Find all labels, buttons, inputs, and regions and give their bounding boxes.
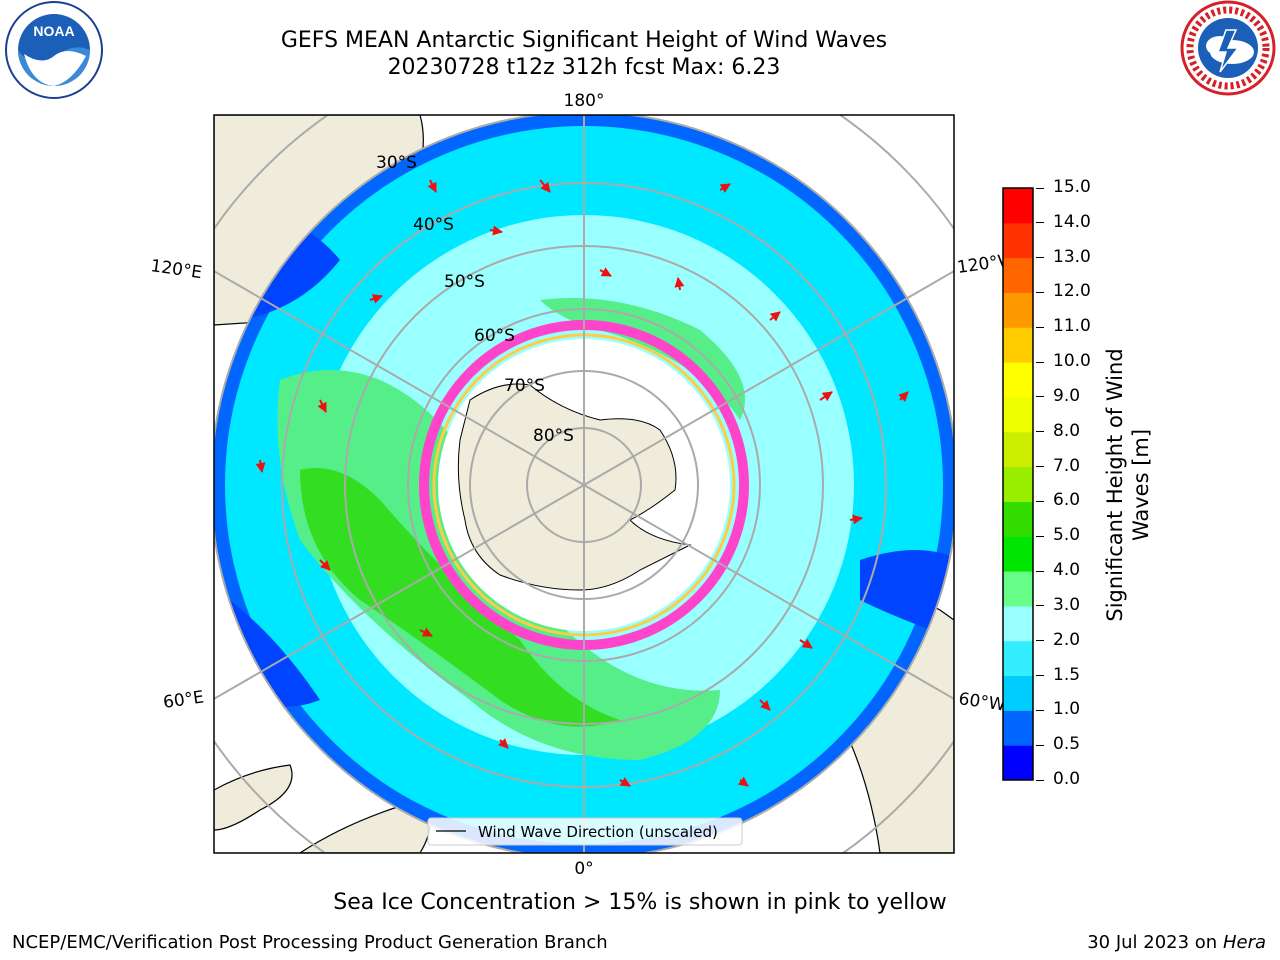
colorbar-segment — [1003, 710, 1033, 746]
lat-label-70s: 70°S — [504, 376, 545, 396]
colorbar-tick — [1036, 222, 1044, 224]
colorbar-segment — [1003, 466, 1033, 502]
noaa-logo: NOAA — [5, 1, 103, 99]
colorbar-segment — [1003, 257, 1033, 293]
colorbar-tick-label: 6.0 — [1053, 490, 1081, 511]
colorbar-tick — [1036, 257, 1044, 259]
plot-title-line2: 20230728 t12z 312h fcst Max: 6.23 — [387, 55, 781, 80]
svg-text:Significant Height of Wind: Significant Height of Wind — [1103, 348, 1127, 621]
colorbar-tick-label: 10.0 — [1053, 351, 1091, 372]
colorbar-segment — [1003, 501, 1033, 537]
colorbar-tick — [1036, 744, 1044, 746]
lon-label-60e: 60°E — [162, 687, 205, 712]
lon-label-120e: 120°E — [149, 256, 203, 283]
colorbar-tick — [1036, 326, 1044, 328]
colorbar-tick-label: 4.0 — [1053, 560, 1081, 581]
colorbar-segment — [1003, 745, 1033, 781]
sea-ice-note: Sea Ice Concentration > 15% is shown in … — [333, 890, 947, 915]
colorbar-tick-label: 5.0 — [1053, 525, 1081, 546]
lat-label-50s: 50°S — [444, 272, 485, 292]
colorbar-segment — [1003, 640, 1033, 677]
footer-date: 30 Jul 2023 on Hera — [1087, 932, 1266, 953]
colorbar-tick — [1036, 396, 1044, 398]
plot-title-line1: GEFS MEAN Antarctic Significant Height o… — [280, 28, 888, 53]
colorbar — [1002, 187, 1034, 781]
colorbar-tick-label: 0.0 — [1053, 769, 1081, 789]
colorbar-tick — [1036, 640, 1044, 642]
colorbar-tick — [1036, 291, 1044, 293]
colorbar-tick — [1036, 187, 1044, 189]
colorbar-segment — [1003, 222, 1033, 259]
colorbar-tick — [1036, 500, 1044, 502]
colorbar-tick-label: 1.0 — [1053, 699, 1081, 720]
colorbar-tick-label: 13.0 — [1053, 246, 1091, 267]
colorbar-segment — [1003, 675, 1033, 711]
colorbar-tick — [1036, 570, 1044, 572]
lon-label-180: 180° — [564, 91, 605, 111]
colorbar-tick — [1036, 675, 1044, 677]
colorbar-tick — [1036, 361, 1044, 363]
colorbar-tick-label: 11.0 — [1053, 316, 1091, 337]
colorbar-segment — [1003, 571, 1033, 607]
colorbar-segment — [1003, 327, 1033, 363]
svg-text:Waves [m]: Waves [m] — [1129, 429, 1153, 541]
colorbar-segment — [1003, 536, 1033, 572]
legend-label: Wind Wave Direction (unscaled) — [478, 823, 718, 841]
noaa-logo-text: NOAA — [33, 23, 74, 39]
colorbar-tick-label: 9.0 — [1053, 385, 1081, 406]
colorbar-tick-label: 1.5 — [1053, 664, 1081, 685]
map-legend: Wind Wave Direction (unscaled) — [427, 817, 743, 846]
colorbar-segment — [1003, 431, 1033, 468]
colorbar-tick — [1036, 535, 1044, 537]
colorbar-tick-label: 8.0 — [1053, 420, 1081, 441]
colorbar-tick-label: 7.0 — [1053, 455, 1081, 476]
colorbar-tick-label: 0.5 — [1053, 734, 1081, 755]
colorbar-tick-label: 3.0 — [1053, 594, 1081, 615]
footer-credit: NCEP/EMC/Verification Post Processing Pr… — [12, 932, 608, 953]
lat-label-40s: 40°S — [413, 215, 454, 235]
nws-logo — [1180, 0, 1276, 96]
colorbar-title: Significant Height of Wind Waves [m] — [1103, 348, 1153, 621]
colorbar-tick-label: 2.0 — [1053, 629, 1081, 650]
colorbar-segment — [1003, 396, 1033, 433]
colorbar-segment — [1003, 605, 1033, 642]
colorbar-segment — [1003, 292, 1033, 328]
colorbar-tick-label: 15.0 — [1053, 177, 1091, 197]
colorbar-tick — [1036, 431, 1044, 433]
lat-label-30s: 30°S — [376, 153, 417, 173]
colorbar-segment — [1003, 362, 1033, 398]
colorbar-tick — [1036, 605, 1044, 607]
colorbar-tick — [1036, 779, 1044, 781]
colorbar-segment — [1003, 188, 1033, 224]
colorbar-tick — [1036, 466, 1044, 468]
colorbar-tick — [1036, 709, 1044, 711]
lon-label-0: 0° — [574, 859, 593, 879]
lat-label-80s: 80°S — [533, 426, 574, 446]
colorbar-tick-label: 14.0 — [1053, 211, 1091, 232]
colorbar-tick-label: 12.0 — [1053, 281, 1091, 302]
lat-label-60s: 60°S — [474, 326, 515, 346]
